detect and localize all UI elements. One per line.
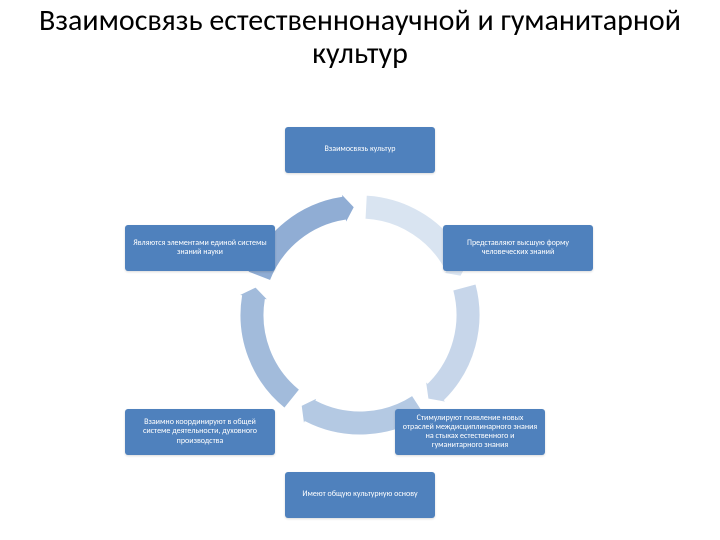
- cycle-node: Являются элементами единой системы знани…: [125, 225, 275, 271]
- title-text: Взаимосвязь естественнонаучной и гуманит…: [39, 2, 681, 72]
- page-title: Взаимосвязь естественнонаучной и гуманит…: [0, 4, 720, 70]
- cycle-node-label: Являются элементами единой системы знани…: [131, 239, 269, 257]
- cycle-node-label: Стимулируют появление новых отраслей меж…: [401, 414, 539, 451]
- cycle-node-label: Взаимосвязь культур: [325, 145, 396, 154]
- cycle-node: Представляют высшую форму человеческих з…: [443, 225, 593, 271]
- cycle-node: Стимулируют появление новых отраслей меж…: [395, 409, 545, 455]
- cycle-node-label: Взаимно координируют в общей системе дея…: [131, 418, 269, 446]
- cycle-node: Взаимно координируют в общей системе дея…: [125, 409, 275, 455]
- cycle-node: Взаимосвязь культур: [285, 127, 435, 173]
- cycle-node: Имеют общую культурную основу: [285, 472, 435, 518]
- cycle-diagram: Взаимосвязь культур Представляют высшую ф…: [100, 120, 620, 520]
- cycle-node-label: Имеют общую культурную основу: [302, 490, 417, 499]
- slide: Взаимосвязь естественнонаучной и гуманит…: [0, 0, 720, 540]
- cycle-node-label: Представляют высшую форму человеческих з…: [449, 239, 587, 257]
- ring-segment: [425, 284, 480, 402]
- cycle-ring: [100, 120, 620, 520]
- ring-segment: [239, 287, 300, 408]
